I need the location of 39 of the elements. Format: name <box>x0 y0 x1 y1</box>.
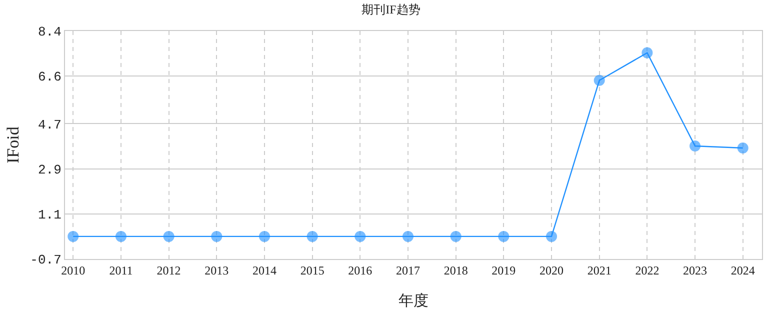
point <box>498 230 510 242</box>
x-tick-label: 2022 <box>635 263 660 278</box>
x-tick-label: 2011 <box>109 263 133 278</box>
point <box>354 230 366 242</box>
point <box>68 230 79 242</box>
x-tick-label: 2024 <box>730 263 755 278</box>
x-tick-label: 2018 <box>444 263 468 278</box>
point <box>163 230 174 242</box>
x-tick-label: 2015 <box>300 263 324 278</box>
point <box>546 230 558 242</box>
point <box>211 230 222 242</box>
x-tick-label: 2017 <box>396 263 420 278</box>
chart-title: 期刊IF趋势 <box>362 2 420 16</box>
x-tick-label: 2012 <box>156 263 181 278</box>
y-tick-label: 6.6 <box>38 70 62 85</box>
point <box>258 230 270 242</box>
point <box>642 47 653 58</box>
y-axis-title: IFoid <box>4 126 23 164</box>
y-tick-label: 8.4 <box>38 24 62 40</box>
point <box>306 230 318 242</box>
y-tick-label: 1.1 <box>38 207 62 222</box>
x-tick-label: 2013 <box>204 263 229 278</box>
point <box>737 142 748 154</box>
point <box>115 230 126 242</box>
y-tick-label: 4.7 <box>38 117 62 132</box>
point <box>402 230 414 242</box>
x-tick-label: 2016 <box>348 263 372 278</box>
point <box>690 140 701 152</box>
x-tick-label: 2020 <box>540 263 564 278</box>
x-tick-label: 2021 <box>587 263 612 278</box>
x-tick-label: 2023 <box>683 263 708 278</box>
point <box>594 74 605 86</box>
x-tick-label: 2019 <box>492 263 516 278</box>
y-tick-label: 2.9 <box>38 162 62 178</box>
x-tick-label: 2014 <box>252 263 276 278</box>
x-axis-title: 年度 <box>398 292 428 310</box>
point <box>450 230 462 242</box>
x-tick-label: 2010 <box>61 263 86 278</box>
y-tick-label: -0.7 <box>30 252 62 268</box>
